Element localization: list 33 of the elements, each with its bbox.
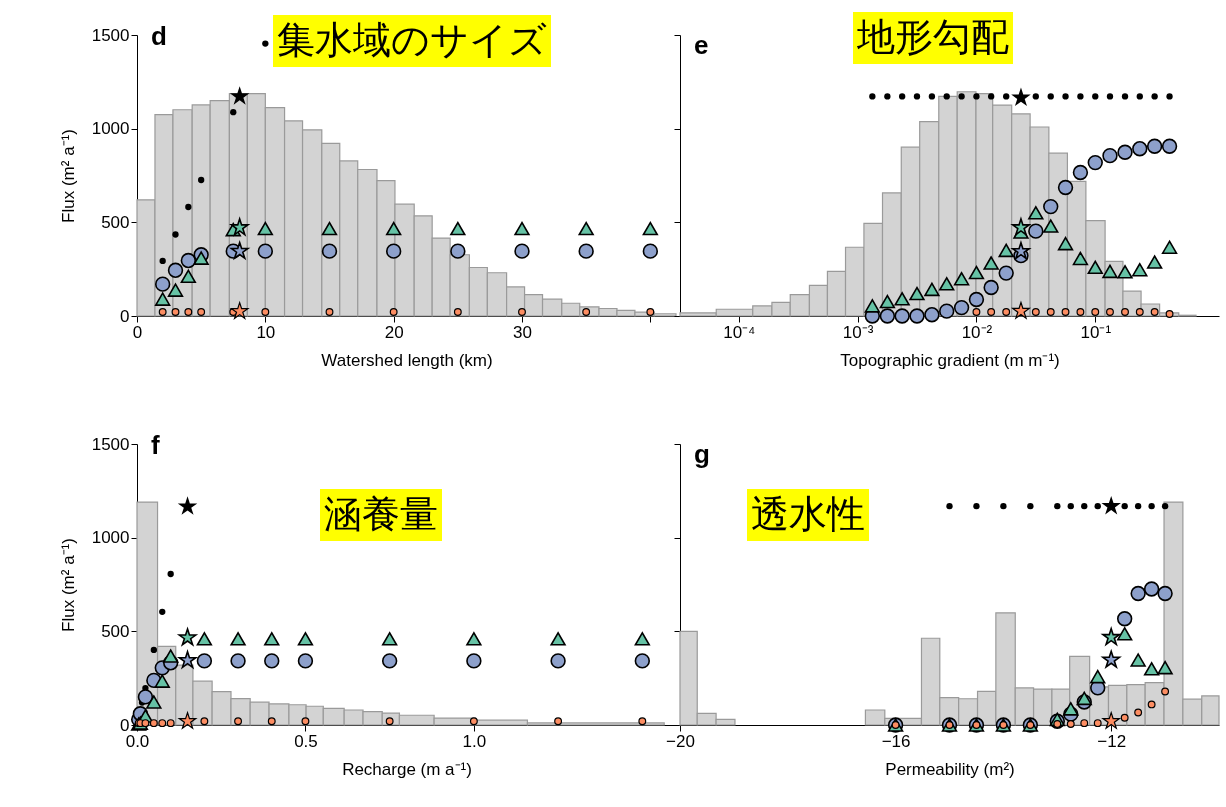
- y-tick-label: 1000: [91, 119, 130, 139]
- y-axis-title: Flux (m² a⁻¹): [58, 538, 78, 632]
- annotation: 涵養量: [320, 489, 442, 541]
- chart-title: d: [151, 21, 167, 51]
- x-tick-label: 10⁻⁴: [723, 322, 756, 342]
- y-tick-label: 0: [120, 306, 130, 326]
- x-tick-label: −20: [666, 731, 695, 751]
- chart-title: e: [694, 29, 709, 60]
- x-tick-label: 10⁻¹: [1080, 322, 1112, 342]
- y-tick-label: 1500: [91, 25, 130, 45]
- x-tick-label: −12: [1097, 731, 1127, 751]
- x-tick-label: 0.5: [294, 731, 318, 751]
- x-axis-title: Watershed length (km): [321, 350, 493, 370]
- x-axis-title: Permeability (m²): [885, 759, 1015, 779]
- annotation: 地形勾配: [853, 12, 1013, 64]
- y-tick-label: 500: [101, 621, 130, 641]
- y-tick-label: 1000: [91, 528, 130, 548]
- x-tick-label: 10⁻²: [961, 322, 993, 342]
- chart-title: f: [151, 430, 160, 460]
- x-tick-label: 10⁻³: [842, 322, 874, 342]
- x-axis-title: Recharge (m a⁻¹): [342, 759, 472, 779]
- x-tick-label: 30: [513, 322, 532, 342]
- annotation: 透水性: [747, 489, 869, 541]
- x-tick-label: 20: [384, 322, 404, 342]
- x-tick-label: −16: [881, 731, 911, 751]
- chart-title: g: [694, 438, 710, 469]
- y-tick-label: 500: [101, 212, 130, 232]
- annotation: 集水域のサイズ: [273, 15, 551, 67]
- y-tick-label: 1500: [91, 434, 130, 454]
- x-tick-label: 1.0: [462, 731, 487, 751]
- x-tick-label: 10: [256, 322, 276, 342]
- y-axis-title: Flux (m² a⁻¹): [58, 129, 78, 223]
- x-axis-title: Topographic gradient (m m⁻¹): [840, 350, 1060, 370]
